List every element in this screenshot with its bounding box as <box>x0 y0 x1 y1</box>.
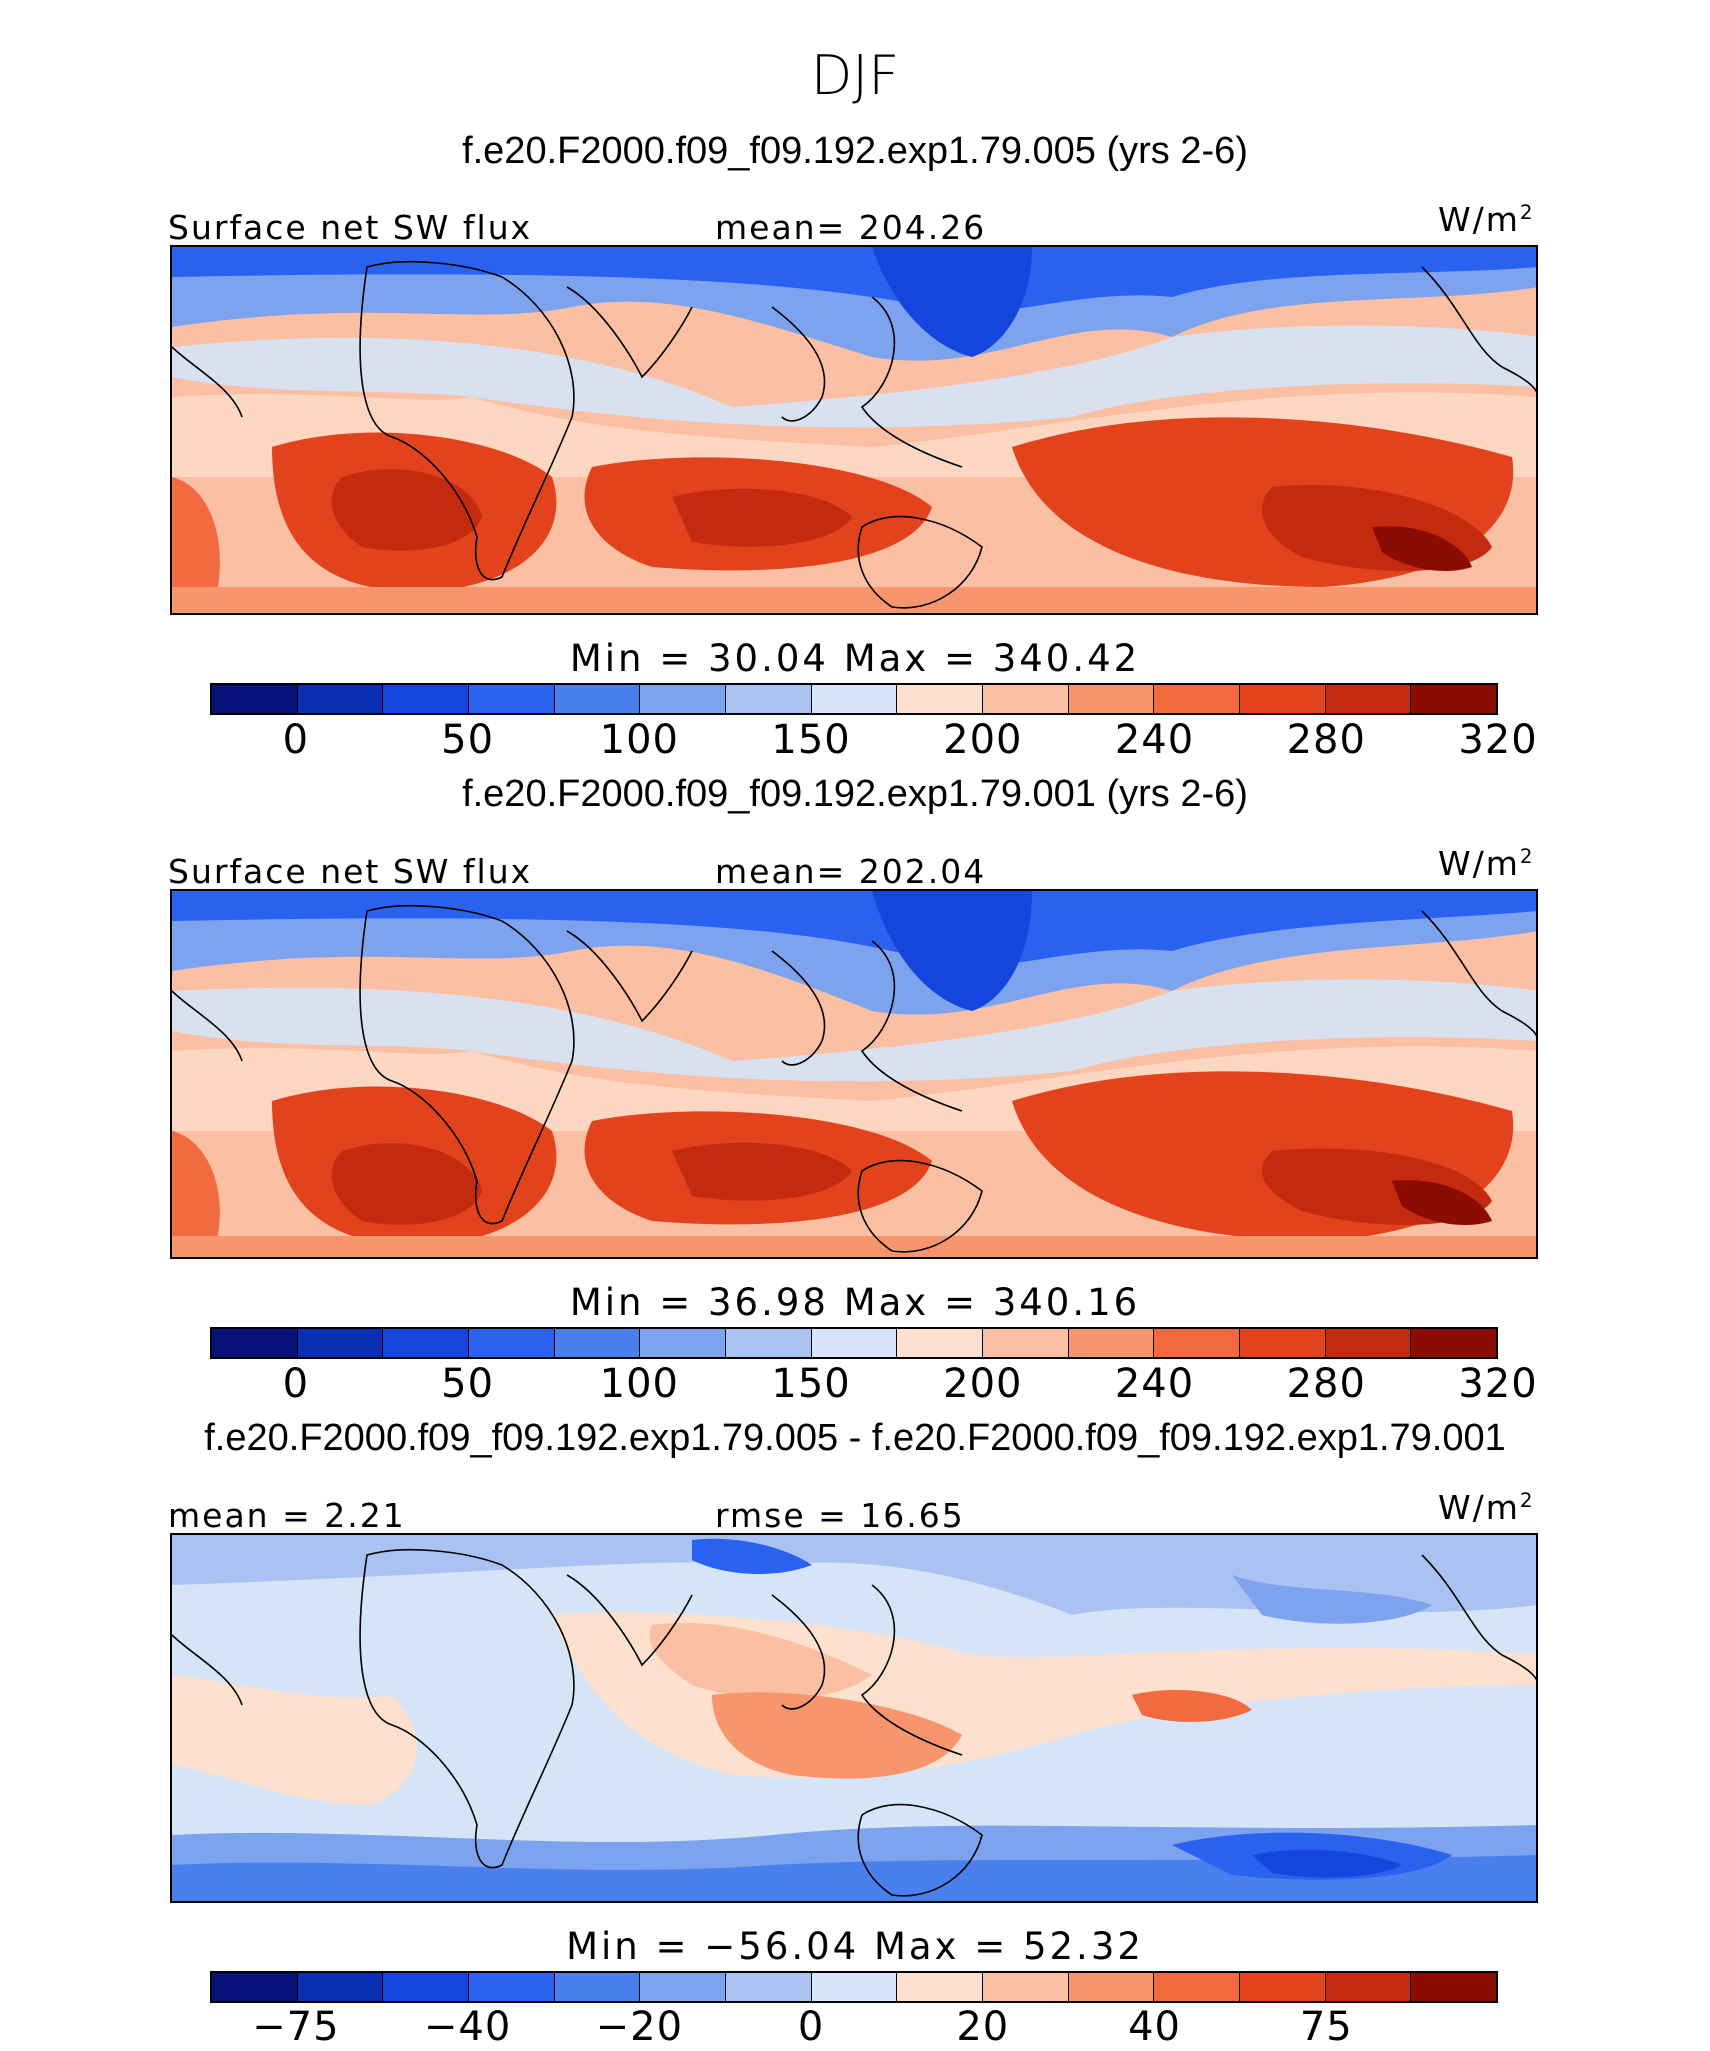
colorbar-box <box>1068 685 1155 713</box>
colorbar-box <box>554 1329 641 1357</box>
colorbar-box <box>811 685 898 713</box>
colorbar-tick-label: 100 <box>599 717 680 763</box>
units-text: W/m <box>1438 1488 1520 1527</box>
panel-3-map <box>170 1533 1538 1903</box>
colorbar-box <box>1240 1973 1326 2001</box>
colorbar-box <box>469 1329 555 1357</box>
colorbar-box <box>897 1973 984 2001</box>
colorbar-box <box>212 1329 298 1357</box>
colorbar-box <box>897 1329 984 1357</box>
colorbar-box <box>640 685 727 713</box>
colorbar-box <box>726 1329 812 1357</box>
panel-3-colorbar <box>210 1971 1498 2003</box>
colorbar-box <box>383 1973 470 2001</box>
colorbar-tick-label: 150 <box>771 717 851 763</box>
panel-1-colorbar <box>210 683 1498 715</box>
colorbar-box <box>469 1973 555 2001</box>
colorbar-box <box>1154 685 1241 713</box>
colorbar-box <box>726 685 812 713</box>
colorbar-box <box>983 1973 1069 2001</box>
colorbar-tick-label: 40 <box>1128 2004 1181 2050</box>
panel-2-minmax: Min = 36.98 Max = 340.16 <box>569 1281 1141 1324</box>
colorbar-box <box>1325 1329 1412 1357</box>
colorbar-tick-label: 0 <box>797 2004 825 2050</box>
colorbar-box <box>1411 1973 1497 2001</box>
panel-1-minmax: Min = 30.04 Max = 340.42 <box>569 637 1141 680</box>
colorbar-tick-label: −75 <box>252 2004 340 2050</box>
colorbar-box <box>383 685 470 713</box>
panel-2-mean-label: mean= 202.04 <box>715 852 987 891</box>
colorbar-tick-label: −20 <box>595 2004 684 2050</box>
colorbar-box <box>297 685 384 713</box>
panel-2-map <box>170 889 1538 1259</box>
panel-3-minmax: Min = −56.04 Max = 52.32 <box>566 1925 1144 1968</box>
colorbar-box <box>297 1329 384 1357</box>
panel-3-mean-label: mean = 2.21 <box>168 1496 406 1535</box>
panel-3-map-svg <box>172 1535 1536 1901</box>
panel-2-units-label: W/m2 <box>1438 844 1535 883</box>
colorbar-box <box>383 1329 470 1357</box>
colorbar-tick-label: 75 <box>1299 2004 1353 2050</box>
panel-1-variable-label: Surface net SW flux <box>168 208 533 247</box>
colorbar-box <box>1411 1329 1497 1357</box>
colorbar-box <box>1240 685 1326 713</box>
colorbar-box <box>1068 1973 1155 2001</box>
colorbar-tick-label: 240 <box>1114 1361 1195 1407</box>
units-exponent: 2 <box>1519 201 1535 224</box>
panel-2-case-title: f.e20.F2000.f09_f09.192.exp1.79.001 (yrs… <box>462 773 1248 815</box>
units-exponent: 2 <box>1519 845 1535 868</box>
colorbar-tick-label: 20 <box>956 2004 1010 2050</box>
colorbar-box <box>1154 1973 1241 2001</box>
colorbar-box <box>640 1973 727 2001</box>
colorbar-box <box>469 685 555 713</box>
colorbar-box <box>983 1329 1069 1357</box>
colorbar-tick-label: 50 <box>441 717 495 763</box>
colorbar-tick-label: 320 <box>1458 1361 1538 1407</box>
colorbar-tick-label: 200 <box>943 1361 1023 1407</box>
panel-3-case-title: f.e20.F2000.f09_f09.192.exp1.79.005 - f.… <box>204 1417 1506 1459</box>
panel-1-units-label: W/m2 <box>1438 200 1535 239</box>
panel-2-variable-label: Surface net SW flux <box>168 852 533 891</box>
colorbar-box <box>897 685 984 713</box>
colorbar-tick-label: 200 <box>943 717 1023 763</box>
colorbar-box <box>1068 1329 1155 1357</box>
panel-1-mean-label: mean= 204.26 <box>715 208 987 247</box>
panel-1-case-title: f.e20.F2000.f09_f09.192.exp1.79.005 (yrs… <box>462 130 1248 172</box>
colorbar-box <box>811 1329 898 1357</box>
panel-1-map <box>170 245 1538 615</box>
panel-2-colorbar <box>210 1327 1498 1359</box>
colorbar-tick-label: 0 <box>282 1361 310 1407</box>
colorbar-box <box>297 1973 384 2001</box>
colorbar-tick-label: 320 <box>1458 717 1538 763</box>
colorbar-box <box>640 1329 727 1357</box>
colorbar-tick-label: −40 <box>423 2004 512 2050</box>
colorbar-box <box>212 685 298 713</box>
colorbar-tick-label: 280 <box>1286 1361 1366 1407</box>
colorbar-box <box>811 1973 898 2001</box>
colorbar-box <box>983 685 1069 713</box>
panel-2-map-svg <box>172 891 1536 1257</box>
units-text: W/m <box>1438 844 1520 883</box>
colorbar-box <box>1325 685 1412 713</box>
panel-3-rmse-label: rmse = 16.65 <box>715 1496 965 1535</box>
colorbar-box <box>554 1973 641 2001</box>
figure-title: DJF <box>810 44 900 107</box>
colorbar-tick-label: 150 <box>771 1361 851 1407</box>
colorbar-box <box>1411 685 1497 713</box>
colorbar-tick-label: 280 <box>1286 717 1366 763</box>
colorbar-box <box>1154 1329 1241 1357</box>
units-exponent: 2 <box>1519 1489 1535 1512</box>
colorbar-tick-label: 50 <box>441 1361 495 1407</box>
colorbar-tick-label: 100 <box>599 1361 680 1407</box>
units-text: W/m <box>1438 200 1520 239</box>
colorbar-tick-label: 0 <box>282 717 310 763</box>
colorbar-box <box>1325 1973 1412 2001</box>
panel-1-map-svg <box>172 247 1536 613</box>
colorbar-box <box>1240 1329 1326 1357</box>
colorbar-box <box>554 685 641 713</box>
colorbar-box <box>212 1973 298 2001</box>
colorbar-tick-label: 240 <box>1114 717 1195 763</box>
panel-3-units-label: W/m2 <box>1438 1488 1535 1527</box>
colorbar-box <box>726 1973 812 2001</box>
